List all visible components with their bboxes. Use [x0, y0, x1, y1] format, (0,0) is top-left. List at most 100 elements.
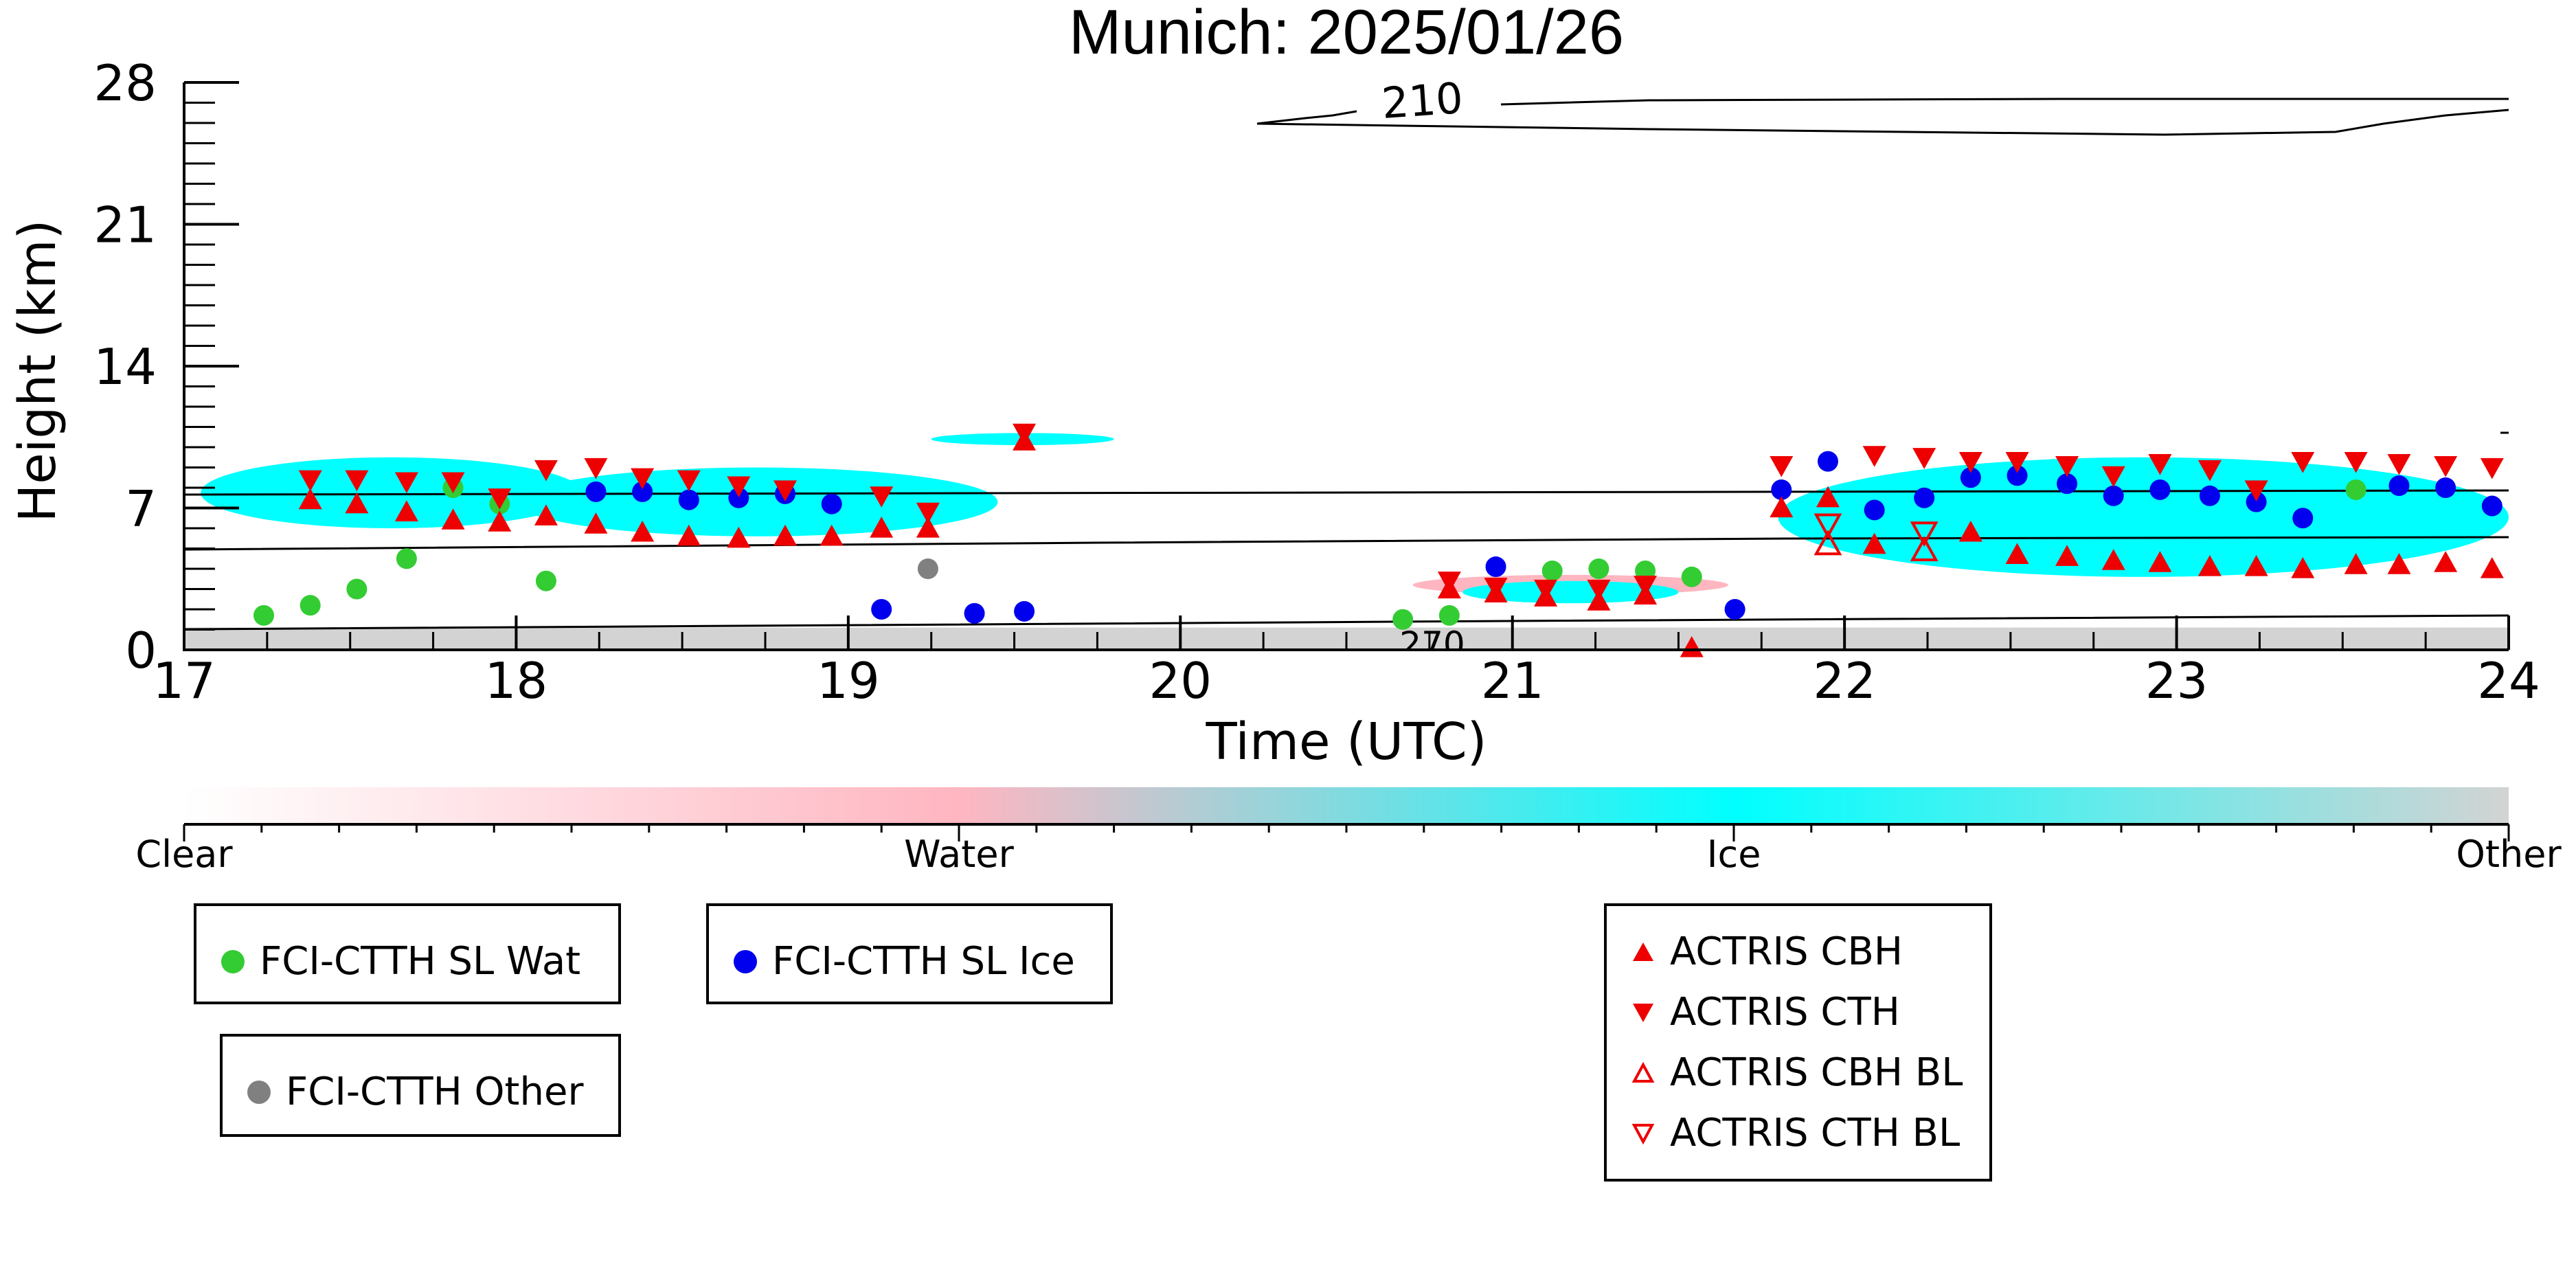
legend-label: FCI-CTTH SL Wat [260, 939, 581, 984]
point-actris-cth [631, 468, 655, 490]
point-fci-ctth-sl-wat [1681, 566, 1702, 587]
colorbar-label-water: Water [904, 833, 1014, 876]
point-actris-cth [2344, 452, 2368, 473]
x-axis-label: Time (UTC) [1205, 712, 1487, 771]
point-actris-cbh-bl [1910, 536, 1939, 562]
x-tick-label: 21 [1481, 652, 1544, 710]
point-actris-cbh [2480, 557, 2504, 578]
mask-region-ice [1778, 457, 2509, 577]
legend-entry-actris-cth: ACTRIS CTH [1631, 990, 1900, 1035]
contour-270-line [185, 614, 2509, 631]
point-fci-ctth-sl-wat [1541, 560, 1563, 581]
point-fci-ctth-sl-ice [2292, 508, 2314, 529]
point-actris-cbh [441, 508, 465, 530]
point-fci-ctth-sl-ice [2435, 477, 2456, 498]
colorbar-label-clear: Clear [135, 833, 233, 876]
point-fci-ctth-sl-wat [396, 548, 417, 569]
point-actris-cbh [1770, 496, 1794, 518]
x-tick-label: 18 [485, 652, 548, 710]
point-fci-ctth-sl-ice [585, 481, 607, 502]
x-tick-label: 23 [2145, 652, 2208, 710]
point-fci-ctth-sl-ice [964, 602, 985, 624]
point-fci-ctth-sl-wat [535, 570, 556, 591]
legend-entry-fci-ctth-other: FCI-CTTH Other [247, 1070, 583, 1114]
point-fci-ctth-sl-wat [346, 578, 368, 600]
green-circle-marker-icon [221, 949, 245, 973]
mask-region-ice [201, 457, 583, 528]
point-fci-ctth-sl-ice [2388, 475, 2410, 497]
point-fci-ctth-other [917, 558, 938, 579]
point-actris-cth [488, 488, 512, 510]
point-actris-cth [1912, 448, 1936, 469]
point-fci-ctth-sl-ice [1817, 451, 1838, 472]
legend-fci-other: FCI-CTTH Other [220, 1034, 621, 1137]
point-actris-cth [2148, 454, 2172, 475]
point-actris-cbh [2005, 543, 2029, 564]
point-actris-cth [2101, 466, 2125, 488]
point-actris-cth [1587, 579, 1611, 601]
colorbar-label-ice: Ice [1707, 833, 1761, 876]
point-fci-ctth-sl-ice [871, 599, 892, 620]
point-actris-cth [677, 470, 701, 492]
point-actris-cth [1534, 579, 1558, 601]
point-actris-cth [773, 480, 798, 501]
point-actris-cbh [1958, 520, 1982, 542]
triangle-down-marker-icon [1633, 1003, 1653, 1022]
point-fci-ctth-sl-ice [632, 481, 653, 502]
point-actris-cth-bl [1910, 521, 1939, 547]
point-actris-cth [1862, 446, 1886, 467]
contour-210-line-lower [1256, 109, 2509, 136]
x-tick-label: 24 [2477, 652, 2540, 710]
point-actris-cth [2055, 455, 2079, 477]
legend-fci-wat: FCI-CTTH SL Wat [194, 903, 621, 1004]
legend-entry-fci-ctth-sl-ice: FCI-CTTH SL Ice [734, 939, 1075, 984]
legend-actris: ACTRIS CBH ACTRIS CTH ACTRIS CBH BL ACTR… [1604, 903, 1992, 1182]
legend-label: ACTRIS CBH BL [1670, 1050, 1963, 1095]
point-actris-cth [2244, 480, 2268, 501]
y-tick-label: 28 [93, 54, 157, 112]
point-fci-ctth-sl-ice [728, 487, 749, 508]
data-points-layer [253, 423, 2504, 657]
legend-entry-actris-cth-bl: ACTRIS CTH BL [1631, 1111, 1960, 1155]
triangle-up-marker-icon [1633, 942, 1653, 961]
point-fci-ctth-sl-ice [678, 489, 699, 510]
point-actris-cbh [916, 517, 940, 538]
point-actris-cth [584, 457, 608, 479]
point-actris-cth [534, 460, 558, 482]
point-fci-ctth-sl-ice [2057, 473, 2078, 495]
point-actris-cbh [1816, 486, 1840, 508]
point-actris-cth [870, 486, 894, 508]
point-actris-cth [727, 476, 751, 498]
point-actris-cbh [727, 526, 751, 548]
y-tick-label: 14 [93, 338, 157, 396]
point-fci-ctth-sl-ice [1724, 599, 1745, 620]
legend-fci-ice: FCI-CTTH SL Ice [706, 903, 1113, 1004]
legend-label: FCI-CTTH SL Ice [772, 939, 1075, 984]
plot-area: 210 270 0 7 14 21 28 17 18 19 20 21 22 23 24 [93, 54, 2540, 710]
triangle-up-outline-marker-icon [1631, 1061, 1655, 1083]
contour-210-line [1256, 98, 2509, 125]
point-actris-cth [916, 502, 940, 524]
point-actris-cth [2387, 454, 2411, 475]
point-fci-ctth-sl-ice [1014, 600, 1035, 622]
blue-circle-marker-icon [734, 949, 757, 973]
point-fci-ctth-sl-ice [2481, 495, 2502, 517]
gray-circle-marker-icon [247, 1080, 271, 1104]
mask-boundary-line-middle [185, 536, 2509, 551]
point-actris-cth-bl [1814, 513, 1842, 539]
point-actris-cth [2291, 452, 2315, 473]
x-tick-label: 22 [1813, 652, 1876, 710]
point-actris-cbh [2148, 551, 2172, 572]
y-axis-label: Height (km) [8, 220, 67, 523]
point-actris-cbh [2434, 551, 2458, 572]
point-fci-ctth-sl-ice [1914, 487, 1935, 508]
colorbar-label-other: Other [2456, 833, 2562, 876]
point-actris-cth [2197, 460, 2222, 482]
point-actris-cbh [820, 524, 844, 546]
point-actris-cbh [345, 492, 369, 514]
colorbar-gradient [184, 787, 2509, 823]
point-actris-cbh [534, 504, 558, 526]
point-actris-cth [1634, 576, 1658, 597]
point-fci-ctth-sl-wat [1588, 558, 1609, 579]
point-fci-ctth-sl-ice [1960, 467, 1981, 488]
